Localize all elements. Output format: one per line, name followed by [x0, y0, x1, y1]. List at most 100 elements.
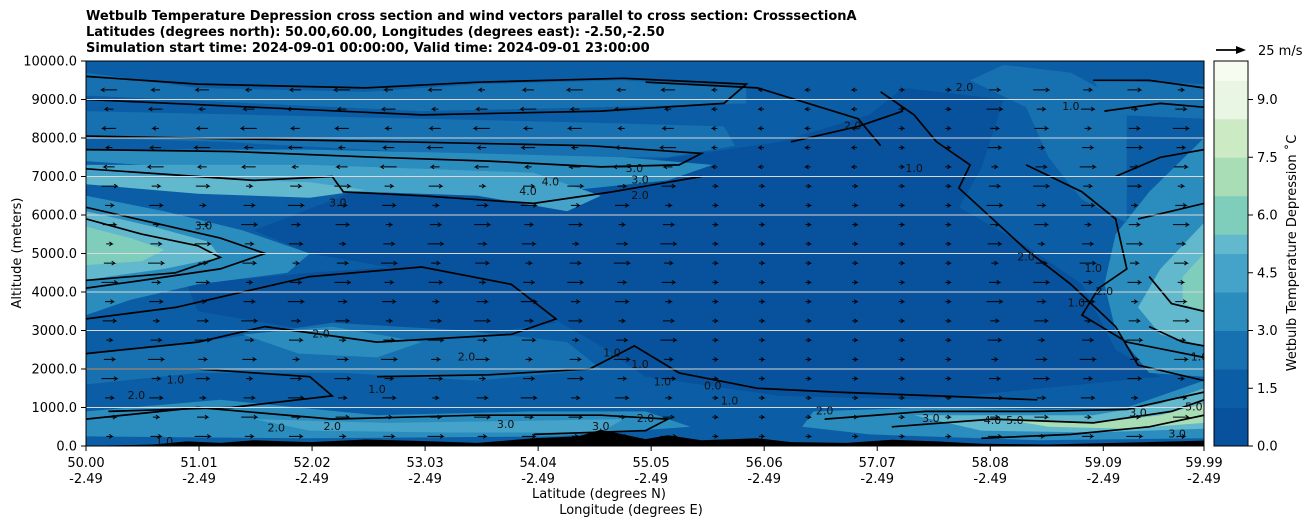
- contour-label: 2.0: [268, 422, 286, 435]
- wind-vector: [336, 260, 350, 266]
- contour-line: [376, 344, 1038, 401]
- wind-vector: [102, 318, 118, 324]
- wind-vector: [475, 260, 491, 266]
- wind-vector: [613, 260, 632, 266]
- wind-vector: [520, 395, 538, 401]
- wind-vector: [665, 395, 673, 401]
- terrain: [86, 429, 1204, 446]
- wind-vector: [945, 260, 952, 266]
- wind-vector: [660, 433, 678, 439]
- wind-vector: [991, 260, 1000, 266]
- wind-vector: [1128, 125, 1142, 131]
- wind-vector: [150, 241, 163, 247]
- wind-vector: [945, 337, 952, 343]
- contour-fill-region: [86, 226, 165, 266]
- wind-vector: [101, 183, 119, 189]
- wind-vector: [945, 106, 952, 112]
- contour-label: 1.0: [156, 435, 174, 448]
- wind-vector: [986, 395, 1004, 401]
- x-tick-label-longitude: -2.49: [182, 472, 216, 487]
- wind-vector: [430, 106, 439, 112]
- wind-vector: [852, 183, 859, 189]
- wind-vector: [988, 279, 1002, 285]
- wind-vector: [665, 299, 673, 305]
- wind-vector: [990, 125, 1001, 131]
- wind-vector: [427, 337, 445, 343]
- wind-vector: [1084, 414, 1093, 420]
- wind-vector: [712, 376, 720, 382]
- y-tick-label: 10000.0: [23, 55, 77, 70]
- wind-vector: [477, 241, 488, 247]
- wind-vector: [662, 222, 676, 228]
- x-tick-label-latitude: 53.03: [406, 456, 443, 471]
- wind-vector: [291, 318, 302, 324]
- contour-label: 3.0: [329, 196, 347, 209]
- wind-vector: [241, 318, 259, 324]
- colorbar-segment: [1214, 80, 1248, 100]
- wind-vector: [712, 183, 720, 189]
- wind-key-arrowhead: [1236, 46, 1246, 54]
- wind-vector: [852, 356, 859, 362]
- wind-vector: [1037, 337, 1046, 343]
- wind-vector: [473, 164, 489, 170]
- wind-vector: [519, 106, 537, 112]
- wind-vector: [384, 376, 395, 382]
- wind-vector: [852, 318, 859, 324]
- wind-vector: [565, 87, 583, 93]
- wind-vector: [385, 414, 394, 420]
- wind-vector: [332, 87, 351, 93]
- colorbar-segment: [1214, 234, 1248, 254]
- wind-vector: [1131, 202, 1139, 208]
- contour-label: 3.0: [592, 420, 610, 433]
- wind-vector: [1034, 414, 1050, 420]
- x-tick-label-latitude: 54.04: [520, 456, 557, 471]
- wind-vector: [334, 279, 352, 285]
- wind-vector: [805, 414, 813, 420]
- wind-vector: [102, 414, 118, 420]
- wind-vector: [1037, 145, 1046, 151]
- wind-vector: [757, 106, 764, 112]
- colorbar-segment: [1214, 426, 1248, 447]
- wind-vector: [149, 395, 165, 401]
- wind-vector: [194, 337, 212, 343]
- wind-vector: [384, 279, 395, 285]
- wind-vector: [1083, 87, 1094, 93]
- wind-vector: [102, 164, 115, 170]
- contour-line: [1093, 79, 1204, 89]
- wind-vector: [568, 414, 584, 420]
- wind-vector: [427, 433, 445, 439]
- wind-vector: [291, 222, 302, 228]
- contour-label: 1.0: [654, 375, 672, 388]
- wind-vector: [898, 260, 906, 266]
- wind-vector: [662, 414, 676, 420]
- wind-vector: [618, 318, 627, 324]
- wind-vector: [617, 125, 625, 131]
- wind-vector: [106, 241, 114, 247]
- wind-vector: [990, 222, 1001, 228]
- wind-vector: [805, 241, 813, 247]
- y-tick-label: 7000.0: [32, 170, 78, 185]
- wind-vector: [199, 395, 208, 401]
- contour-label: 3.0: [1129, 406, 1147, 419]
- wind-vector: [570, 202, 581, 208]
- wind-vector: [1177, 87, 1186, 93]
- x-tick-label-latitude: 56.06: [746, 456, 783, 471]
- wind-vector: [431, 356, 442, 362]
- wind-vector: [199, 299, 208, 305]
- wind-vector: [383, 337, 396, 343]
- wind-vector: [665, 202, 673, 208]
- contour-label: 3.0: [1168, 427, 1186, 440]
- wind-vector: [1035, 356, 1049, 362]
- wind-vector: [758, 241, 766, 247]
- wind-vector: [805, 318, 813, 324]
- wind-vector: [945, 318, 952, 324]
- wind-vector: [1175, 106, 1188, 112]
- title-line-3: Simulation start time: 2024-09-01 00:00:…: [86, 41, 650, 56]
- wind-vector: [476, 299, 490, 305]
- wind-vector: [431, 260, 442, 266]
- wind-vector: [101, 279, 119, 285]
- title-line-2: Latitudes (degrees north): 50.00,60.00, …: [86, 25, 665, 40]
- wind-vector: [476, 395, 490, 401]
- wind-vector: [986, 106, 1004, 112]
- wind-vector: [1172, 414, 1191, 420]
